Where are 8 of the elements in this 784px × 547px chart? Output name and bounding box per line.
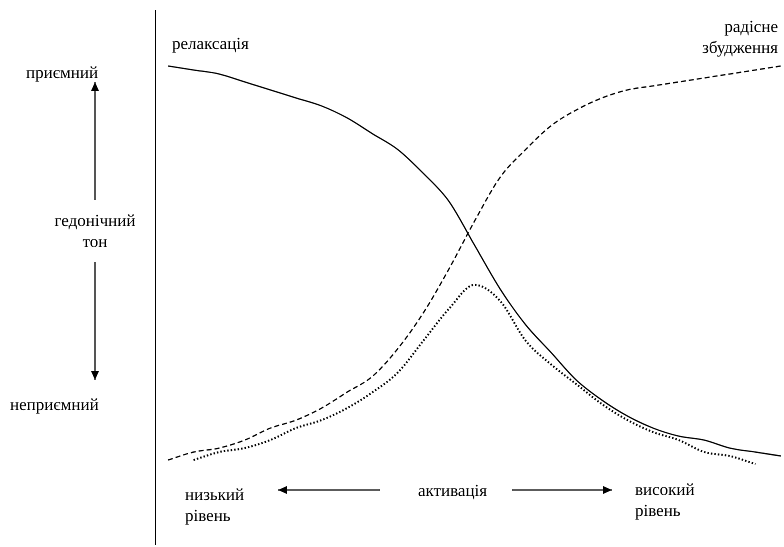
text: приємний (26, 62, 98, 83)
y-axis-title: гедонічний тон (54, 210, 136, 252)
text: низький рівень (185, 484, 246, 526)
text: високий рівень (635, 479, 696, 521)
x-axis-title: активація (418, 480, 488, 501)
series-label: релаксація (172, 33, 249, 54)
series-label: радісне збудження (701, 16, 778, 58)
text: неприємний (10, 394, 99, 415)
